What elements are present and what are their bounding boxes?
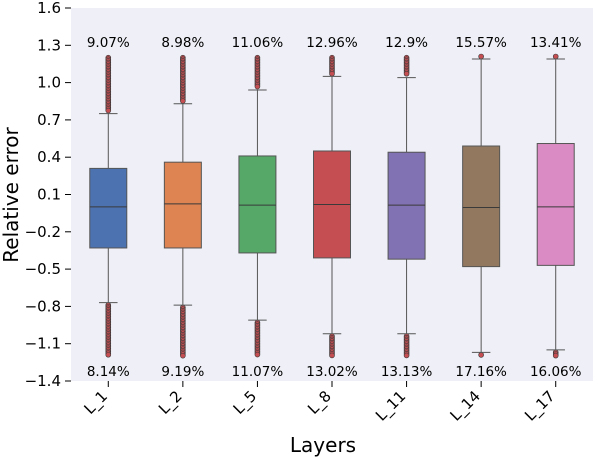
y-tick-label: 0.7 [37,111,61,129]
box-l-5 [238,54,277,358]
x-tick-label: L_8 [304,387,335,418]
top-percentage-label: 13.41% [530,35,582,51]
box-l-17 [536,53,575,359]
x-tick-label: L_14 [447,387,485,425]
box-iqr [163,161,202,249]
y-tick-label: −1.1 [25,335,61,353]
y-axis-label: Relative error [0,127,23,263]
box-l-1 [89,54,128,358]
y-tick-label: −0.5 [25,260,61,278]
box-iqr [536,143,575,266]
bottom-percentage-label: 9.19% [161,364,204,380]
x-tick-label: L_11 [372,387,410,425]
top-percentage-label: 15.57% [455,35,507,51]
y-tick-label: 1.0 [37,74,61,92]
box-l-8 [313,54,351,359]
y-tick-label: 1.3 [37,36,61,54]
y-tick-label: 0.4 [37,148,61,166]
box-l-14 [462,53,501,358]
x-axis: L_1 L_2 L_5 L_8 L_11 L_14 L_17 [80,381,559,425]
top-percentage-label: 8.98% [161,35,204,51]
bottom-percentage-label: 16.06% [530,364,582,380]
top-percentage-label: 12.9% [385,35,428,51]
box-iqr [238,155,277,254]
outlier-point [254,83,261,90]
outlier-point [329,70,335,77]
outlier-point [403,352,410,359]
top-percentage-label: 9.07% [87,35,130,51]
top-percentage-label: 12.96% [306,35,358,51]
y-tick-label: −0.2 [25,223,61,241]
bottom-percentage-label: 13.02% [306,364,358,380]
outlier-point [403,70,410,77]
top-percentage-label: 11.06% [232,35,284,51]
outlier-point [478,53,484,60]
outlier-point [180,98,186,104]
outlier-point [478,352,484,358]
y-tick-label: 0.1 [37,186,61,204]
y-tick-label: −0.8 [25,297,61,315]
outlier-point [552,53,559,60]
outlier-point [105,351,112,358]
box-iqr [387,151,426,260]
outlier-point [180,352,186,359]
x-axis-label: Layers [290,433,356,457]
box-iqr [462,145,501,268]
bottom-percentage-label: 11.07% [232,364,284,380]
outlier-point [329,352,335,359]
x-tick-label: L_5 [230,387,261,418]
box-l-11 [387,54,426,359]
x-tick-label: L_17 [521,387,559,425]
outlier-point [105,107,112,114]
y-tick-label: 1.6 [37,0,61,17]
outlier-point [552,352,559,359]
box-iqr [89,167,128,249]
bottom-percentage-label: 13.13% [381,364,433,380]
x-tick-label: L_1 [80,387,111,418]
outlier-point [254,351,261,358]
bottom-percentage-label: 8.14% [87,364,130,380]
bottom-percentage-label: 17.16% [455,364,507,380]
percentage-annotations: 9.07% 8.98% 11.06% 12.96% 12.9% 15.57% 13.41% 8… [87,35,582,380]
x-tick-label: L_2 [155,387,186,418]
box-l-2 [163,54,202,359]
box-series [89,53,575,359]
y-tick-label: −1.4 [25,372,61,390]
y-axis: 1.6 1.3 1.0 0.7 0.4 0.1 −0.2 −0.5 −0.8 −1.1 −1.4 [25,0,71,390]
